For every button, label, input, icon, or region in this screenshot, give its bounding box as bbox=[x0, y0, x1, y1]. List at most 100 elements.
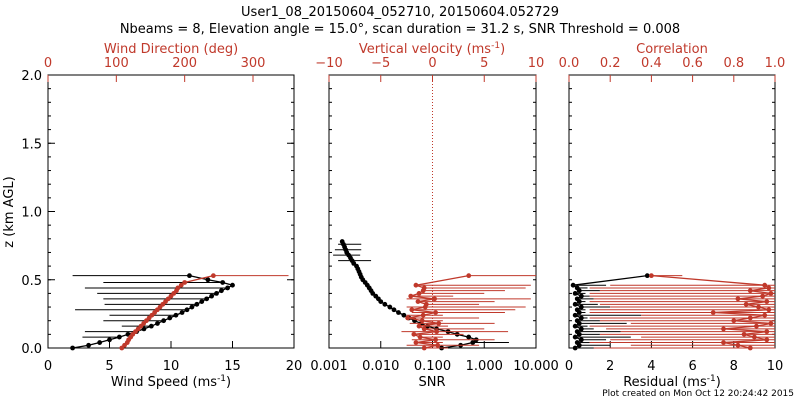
data-point bbox=[470, 340, 476, 345]
data-point bbox=[167, 315, 173, 321]
data-point bbox=[747, 288, 753, 294]
residual-panel: Correlation Residual (ms-1) 0 2 4 6 8 10 0.0 0… bbox=[559, 42, 786, 390]
top-tick-label: 10 bbox=[528, 56, 545, 71]
x-tick-label: 0.100 bbox=[414, 359, 451, 374]
data-point bbox=[572, 345, 578, 351]
data-point bbox=[578, 315, 584, 321]
data-point bbox=[762, 312, 768, 318]
data-point bbox=[572, 291, 578, 296]
top-tick-label: 0.4 bbox=[641, 56, 662, 71]
x-tick-label: 1.000 bbox=[466, 359, 503, 374]
data-point bbox=[766, 307, 772, 313]
top-tick-label: 0.2 bbox=[600, 56, 621, 71]
data-point bbox=[574, 285, 580, 291]
data-point bbox=[466, 334, 472, 340]
data-point bbox=[421, 326, 427, 332]
x-tick-label: 2 bbox=[606, 359, 614, 374]
data-point bbox=[391, 307, 397, 313]
data-point bbox=[710, 310, 716, 315]
data-point bbox=[210, 273, 216, 279]
y-tick-label: 1.5 bbox=[21, 137, 42, 152]
data-point bbox=[572, 312, 578, 318]
data-point bbox=[421, 345, 427, 351]
data-point bbox=[731, 318, 737, 324]
data-point bbox=[766, 285, 772, 291]
profile-line bbox=[121, 275, 214, 349]
x-tick-label: 0.010 bbox=[362, 359, 399, 374]
data-point bbox=[747, 315, 753, 321]
data-point bbox=[574, 318, 580, 324]
data-point bbox=[225, 285, 230, 291]
top-tick-label: 200 bbox=[172, 56, 197, 71]
data-point bbox=[436, 321, 442, 326]
data-point bbox=[396, 310, 401, 315]
data-point bbox=[415, 299, 421, 304]
data-point bbox=[419, 318, 425, 324]
data-point bbox=[179, 310, 185, 315]
y-tick-label: 2.0 bbox=[21, 69, 42, 84]
data-point bbox=[578, 293, 584, 299]
data-point bbox=[721, 326, 726, 332]
data-point bbox=[416, 323, 422, 329]
data-point bbox=[574, 296, 580, 302]
data-point bbox=[205, 277, 211, 283]
data-point bbox=[433, 310, 439, 315]
data-point bbox=[417, 334, 423, 340]
x-tick-label: 5 bbox=[105, 359, 113, 374]
data-point bbox=[116, 334, 122, 340]
y-tick-label: 0.0 bbox=[21, 342, 42, 357]
y-tick-label: 1.0 bbox=[21, 206, 42, 221]
figure-title-line2: Nbeams = 8, Elevation angle = 15.0°, sca… bbox=[120, 22, 680, 37]
data-point bbox=[574, 340, 580, 345]
residual-top-axis-label: Correlation bbox=[636, 42, 708, 57]
snr-panel: Vertical velocity (ms-1) SNR 0.001 0.010 0… bbox=[310, 41, 558, 390]
figure-title-line1: User1_08_20150604_052710, 20150604.05272… bbox=[241, 5, 559, 20]
data-point bbox=[209, 293, 214, 299]
data-point bbox=[572, 323, 578, 329]
top-tick-label: 5 bbox=[480, 56, 488, 71]
x-tick-label: 10.000 bbox=[513, 359, 559, 374]
x-tick-label: 0 bbox=[565, 359, 573, 374]
data-point bbox=[230, 282, 235, 288]
data-point bbox=[413, 340, 419, 345]
data-point bbox=[423, 301, 429, 307]
data-point bbox=[220, 280, 226, 285]
data-point bbox=[768, 291, 774, 296]
data-point bbox=[741, 331, 747, 337]
data-point bbox=[194, 301, 200, 307]
data-point bbox=[187, 273, 192, 279]
x-tick-label: 10 bbox=[767, 359, 784, 374]
x-tick-label: 6 bbox=[688, 359, 696, 374]
data-point bbox=[411, 331, 417, 337]
data-point bbox=[173, 312, 179, 318]
data-point bbox=[409, 307, 415, 313]
data-point bbox=[182, 280, 188, 285]
x-tick-label: 15 bbox=[224, 359, 241, 374]
top-tick-label: 0.6 bbox=[682, 56, 703, 71]
data-point bbox=[764, 329, 770, 335]
top-tick-label: 0.0 bbox=[559, 56, 580, 71]
data-point bbox=[97, 340, 103, 345]
x-tick-label: 4 bbox=[647, 359, 655, 374]
top-tick-label: 300 bbox=[241, 56, 266, 71]
data-point bbox=[408, 293, 414, 299]
data-point bbox=[752, 334, 757, 340]
data-point bbox=[432, 296, 437, 302]
data-point bbox=[754, 323, 759, 329]
data-point bbox=[574, 329, 580, 335]
top-tick-label: 0.8 bbox=[723, 56, 744, 71]
data-point bbox=[339, 239, 345, 244]
data-point bbox=[178, 282, 184, 288]
data-point bbox=[756, 304, 761, 310]
data-point bbox=[175, 285, 181, 291]
x-tick-label: 8 bbox=[730, 359, 738, 374]
data-point bbox=[578, 326, 584, 332]
data-point bbox=[574, 307, 580, 313]
data-point bbox=[768, 321, 774, 326]
plot-created-footer: Plot created on Mon Oct 12 20:24:42 2015 bbox=[602, 389, 794, 399]
data-point bbox=[433, 337, 439, 343]
data-point bbox=[161, 318, 167, 324]
top-tick-label: 0 bbox=[44, 56, 52, 71]
wind-xlabel: Wind Speed (ms-1) bbox=[111, 374, 231, 390]
residual-xlabel: Residual (ms-1) bbox=[623, 374, 721, 390]
